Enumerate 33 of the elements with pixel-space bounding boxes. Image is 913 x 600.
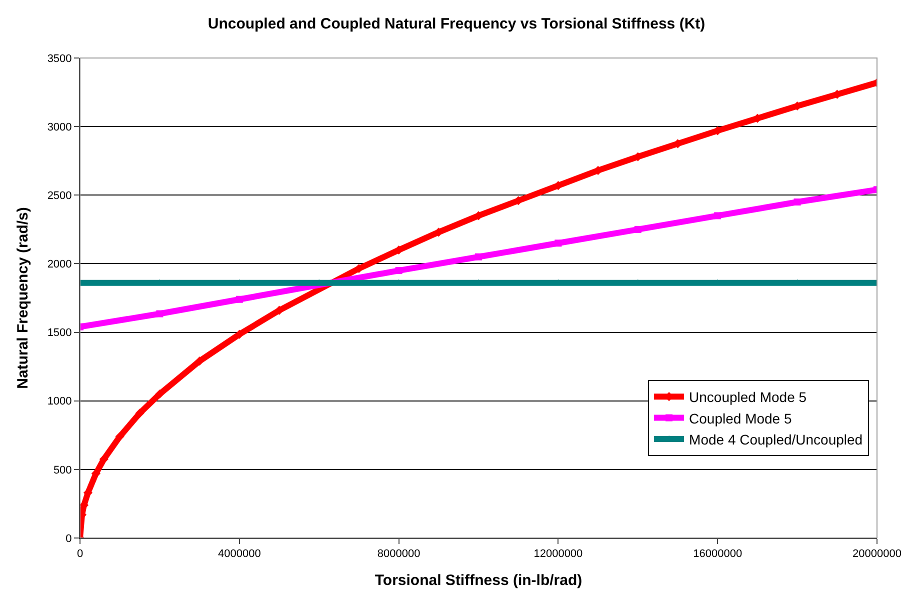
y-tick-label: 2000	[47, 258, 72, 271]
point	[234, 330, 244, 339]
x-tick-label: 0	[76, 548, 84, 560]
y-tick-label: 1500	[47, 327, 72, 340]
point	[236, 296, 243, 303]
point	[156, 310, 164, 318]
legend-label: Mode 4 Coupled/Uncoupled	[689, 431, 863, 448]
y-tick-label: 1000	[47, 396, 72, 408]
point	[195, 356, 204, 366]
y-tick-label: 3000	[47, 121, 72, 134]
x-tick-label: 12000000	[534, 548, 583, 560]
point	[634, 226, 642, 233]
point	[475, 253, 482, 260]
point	[395, 267, 402, 274]
point	[794, 198, 801, 206]
point	[155, 389, 164, 399]
x-axis-title: Torsional Stiffness (in-lb/rad)	[374, 572, 582, 590]
y-tick-label: 500	[53, 464, 72, 476]
point	[554, 240, 562, 247]
x-tick-label: 4000000	[218, 548, 261, 560]
y-tick-label: 3500	[47, 52, 72, 65]
chart-title: Uncoupled and Coupled Natural Frequency vs Torsional Stiffness (Kt)	[208, 16, 706, 32]
x-tick-label: 8000000	[377, 548, 420, 560]
legend-label: Uncoupled Mode 5	[689, 389, 807, 406]
y-tick-label: 2500	[47, 190, 72, 202]
point	[135, 408, 144, 418]
y-tick-label: 0	[66, 532, 72, 545]
legend-label: Coupled Mode 5	[689, 410, 792, 426]
x-tick-label: 16000000	[693, 548, 742, 560]
point	[115, 432, 124, 442]
x-tick-label: 20000000	[852, 548, 902, 560]
point	[714, 212, 722, 220]
y-axis-title: Natural Frequency (rad/s)	[14, 207, 32, 389]
